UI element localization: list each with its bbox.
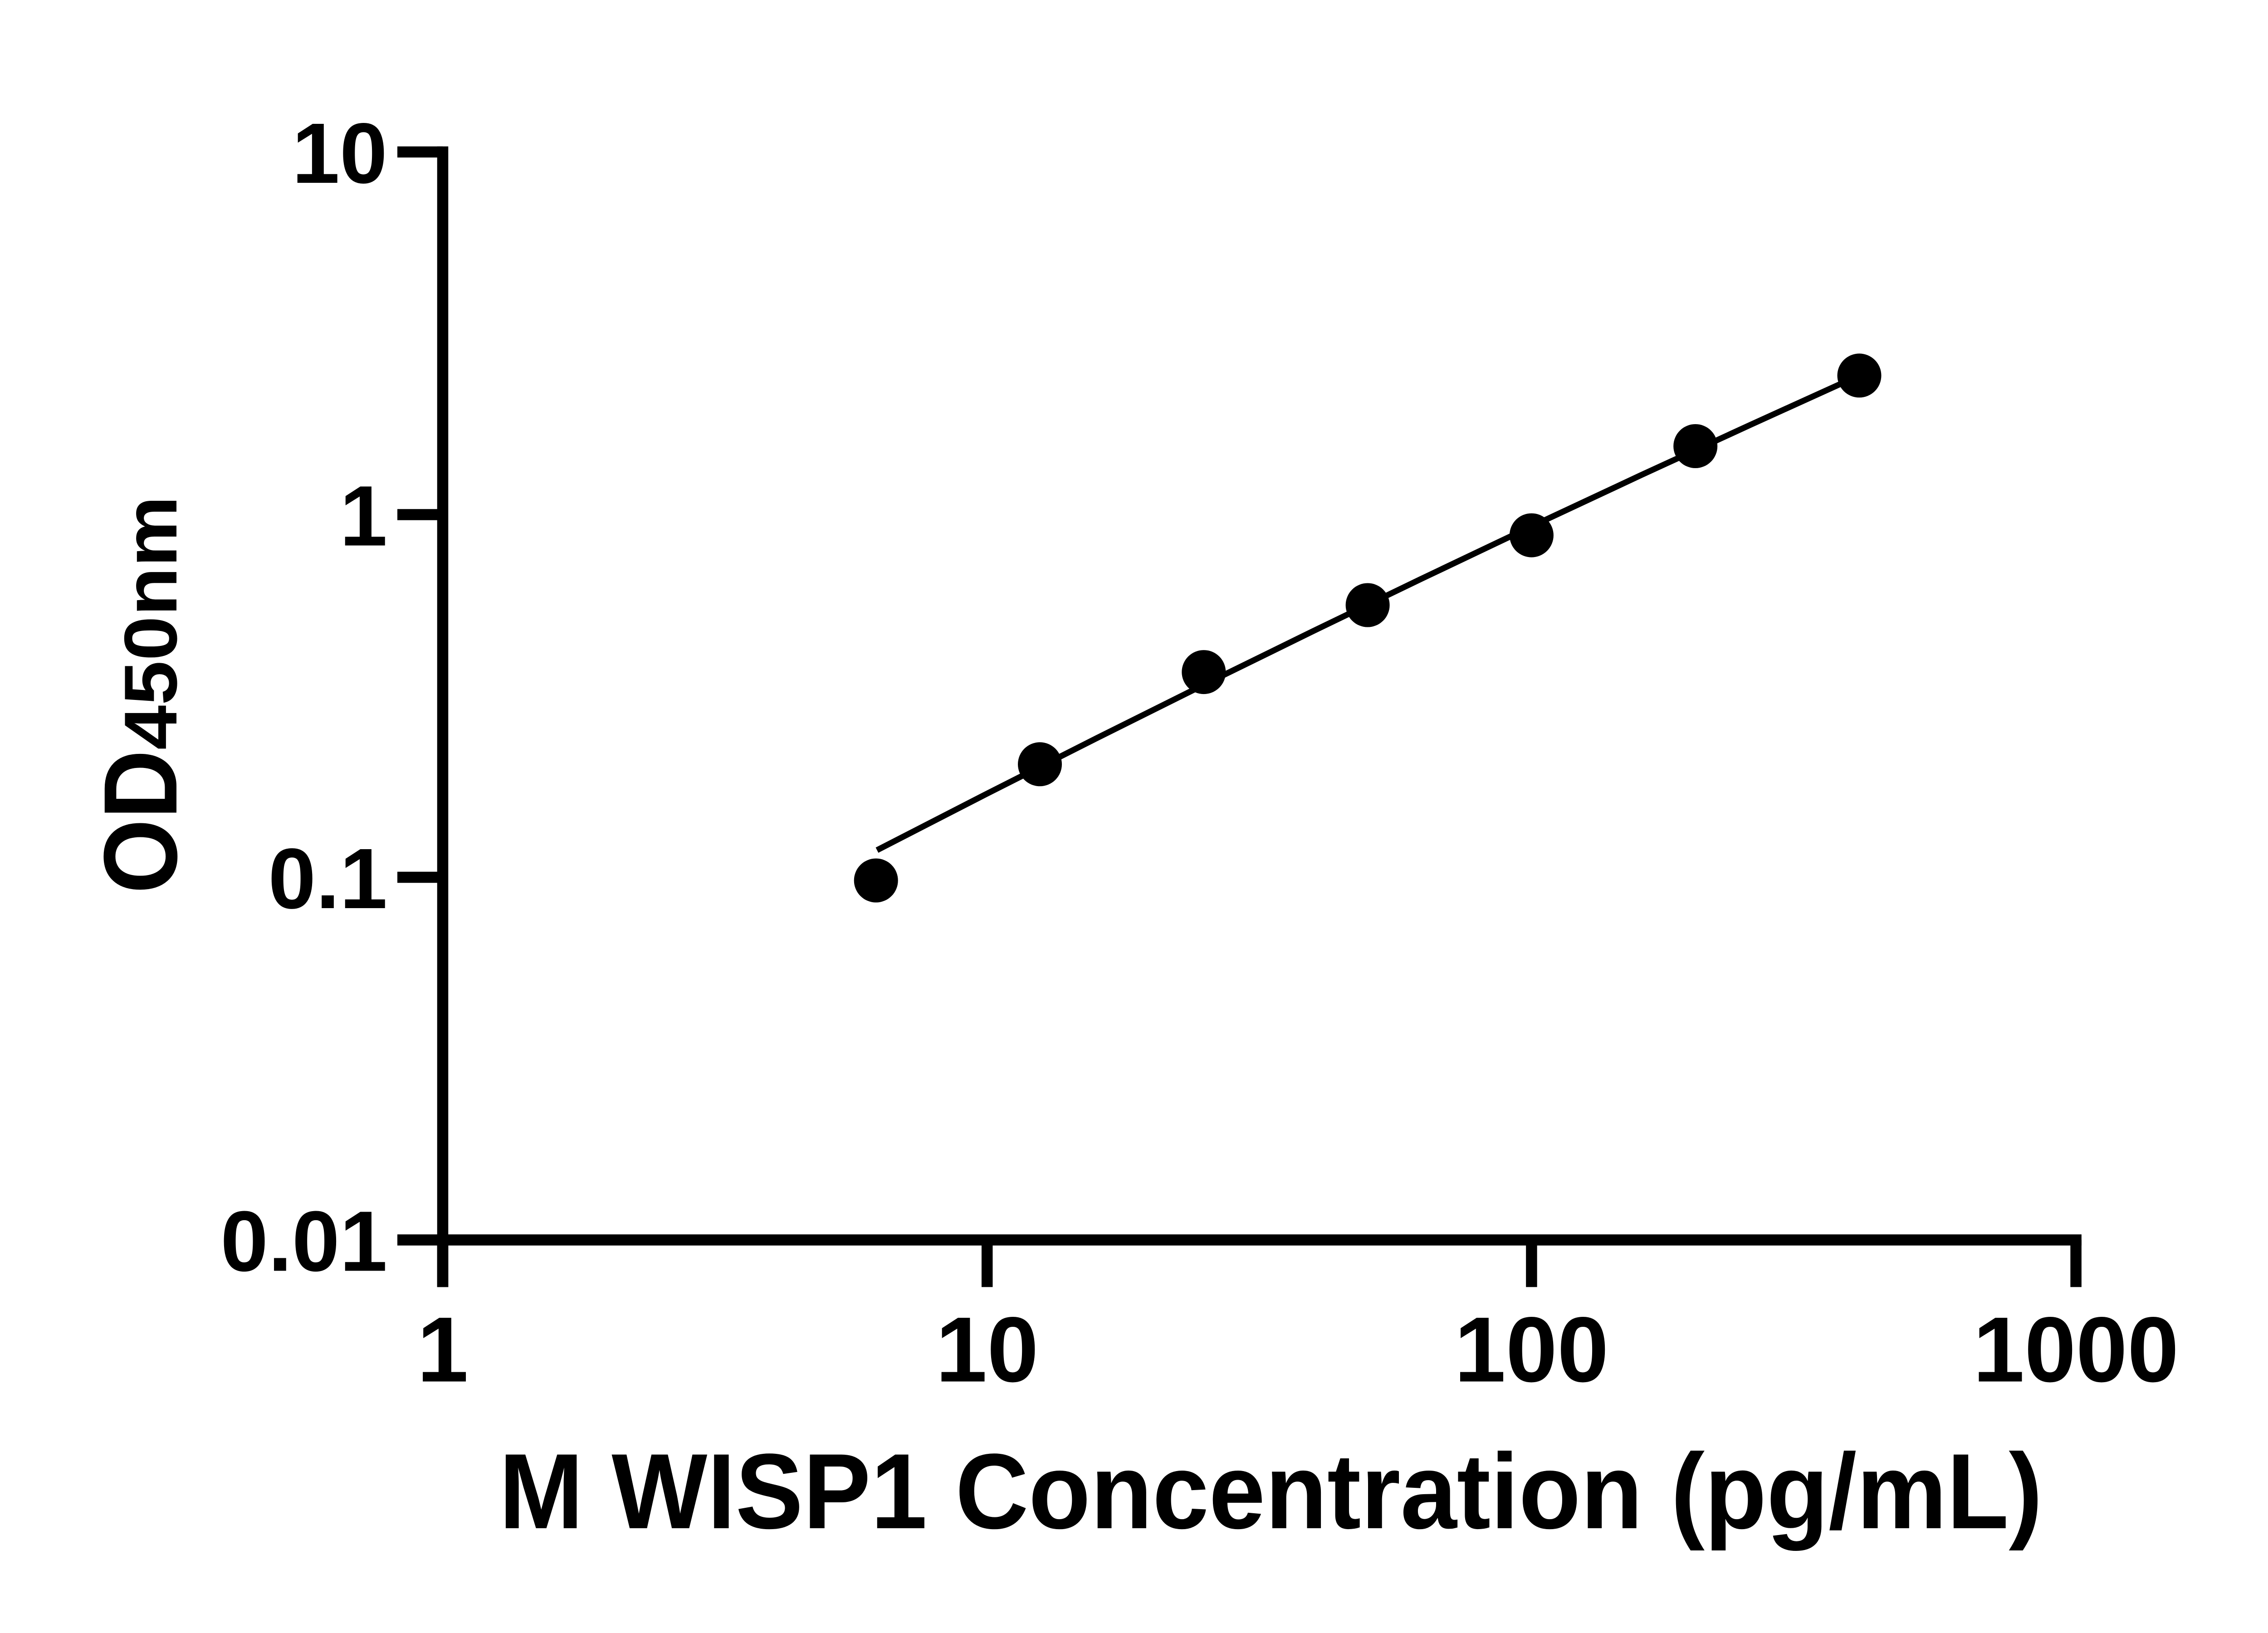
- y-tick-mark-0.01: [397, 1234, 443, 1246]
- y-tick-label-1: 1: [340, 469, 387, 564]
- y-tick-label-0.01: 0.01: [220, 1194, 387, 1290]
- x-tick-label-1000: 1000: [1973, 1298, 2179, 1402]
- data-point: [1673, 424, 1718, 468]
- y-tick-label-10: 10: [292, 106, 387, 201]
- y-axis-title-main: OD: [82, 750, 199, 894]
- axes: [397, 146, 2082, 1287]
- y-axis-line: [437, 146, 449, 1287]
- x-tick-label-1: 1: [417, 1298, 468, 1402]
- y-tick-mark-10: [397, 146, 443, 158]
- x-axis-title: M WISP1 Concentration (pg/mL): [499, 1432, 2043, 1551]
- data-point: [1182, 650, 1226, 694]
- x-tick-label-100: 100: [1454, 1298, 1608, 1402]
- data-point: [1509, 513, 1554, 557]
- y-tick-mark-1: [397, 509, 443, 520]
- x-tick-mark-10: [981, 1240, 993, 1287]
- y-axis-title: OD 450nm: [82, 496, 199, 894]
- x-axis-ticks: [437, 1240, 2082, 1287]
- y-tick-mark-0.1: [397, 871, 443, 883]
- data-points: [854, 353, 1882, 903]
- y-tick-labels: 10 1 0.1 0.01: [220, 106, 387, 1290]
- x-tick-labels: 1 10 100 1000: [417, 1298, 2179, 1402]
- data-point: [854, 858, 898, 903]
- x-tick-mark-1: [437, 1240, 449, 1287]
- x-tick-label-10: 10: [936, 1298, 1039, 1402]
- x-tick-mark-100: [1526, 1240, 1537, 1287]
- y-tick-label-0.1: 0.1: [268, 831, 387, 927]
- data-point: [1018, 742, 1062, 787]
- data-point: [1837, 353, 1882, 398]
- y-axis-ticks: [397, 146, 443, 1246]
- x-axis-line: [437, 1234, 2082, 1246]
- x-tick-mark-1000: [2070, 1240, 2082, 1287]
- data-point: [1345, 583, 1390, 627]
- y-axis-title-sub: 450nm: [109, 496, 192, 750]
